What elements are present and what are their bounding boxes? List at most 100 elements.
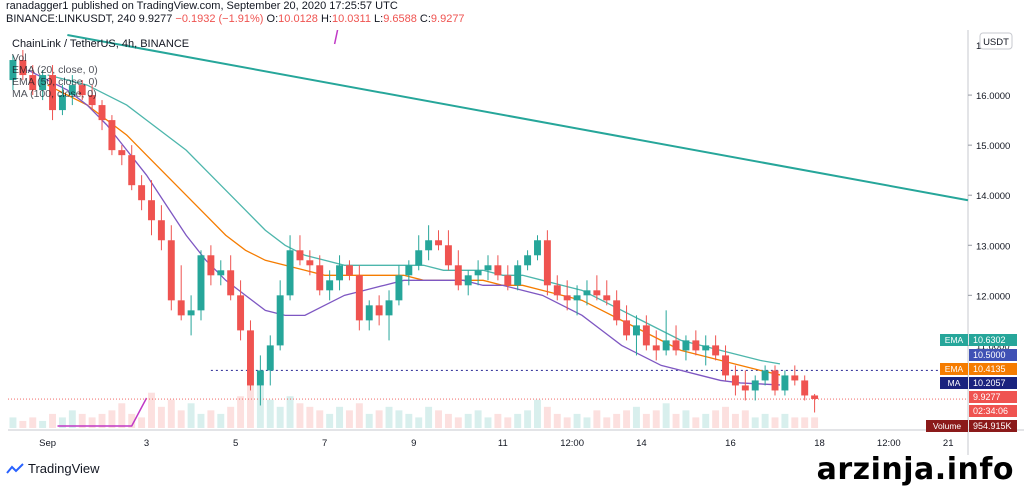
price-tag: Volume 954.915K: [926, 420, 1017, 432]
candle-body: [355, 275, 363, 321]
legend-item: EMA (20, close, 0): [12, 64, 98, 76]
time-tick-label: 9: [411, 438, 416, 449]
candle-body: [444, 245, 452, 266]
candle-body: [811, 395, 819, 399]
volume-bar: [583, 417, 591, 428]
ema20-line: [47, 84, 781, 376]
volume-bar: [425, 406, 433, 428]
volume-bar: [157, 406, 165, 428]
price-tag-label-box: [940, 377, 968, 389]
candle-body: [682, 340, 690, 351]
volume-bar: [108, 410, 116, 428]
price-tag-label: Volume: [933, 421, 962, 431]
symbol-label: BINANCE:LINKUSDT, 240: [6, 13, 136, 25]
time-tick-label: 5: [233, 438, 238, 449]
currency-button[interactable]: USDT: [979, 32, 1013, 50]
time-tick-label: 21: [943, 438, 954, 449]
volume-bar: [187, 403, 195, 428]
volume-bar: [613, 413, 621, 428]
candle-body: [662, 340, 670, 351]
candle-body: [484, 265, 492, 271]
candle-body: [68, 85, 76, 96]
price-chart[interactable]: 1 16.0000 15.0000 14.0000 13.0000 12.0000 11.0…: [0, 30, 1024, 455]
volume-bar: [58, 417, 66, 428]
volume-bar: [504, 417, 512, 428]
volume-bar: [405, 413, 413, 428]
volume-bar: [722, 406, 729, 428]
volume-bar: [78, 413, 86, 428]
candle-body: [345, 265, 353, 276]
candle-body: [474, 270, 482, 276]
price-tag-value-box: [969, 334, 1017, 346]
price-tag: EMA 10.6302: [940, 334, 1017, 346]
candle-body: [652, 345, 660, 351]
candle-body: [326, 280, 334, 291]
price-tag: 10.5000: [969, 349, 1017, 361]
candle-body: [741, 385, 749, 391]
candle-body: [266, 345, 274, 371]
candle-body: [128, 155, 136, 186]
candle-body: [534, 240, 541, 256]
candle-body: [306, 260, 314, 266]
low-value: 9.6588: [383, 13, 417, 25]
candle-body: [227, 270, 235, 296]
volume-bar: [543, 406, 551, 428]
volume-bar: [623, 410, 631, 428]
volume-bar: [98, 413, 106, 428]
candle-body: [138, 185, 146, 201]
ema50-line: [47, 74, 781, 365]
price-change: −0.1932 (−1.91%): [175, 13, 264, 25]
price-tag-value: 10.2057: [973, 378, 1006, 388]
open-value: 10.0128: [278, 13, 318, 25]
candle-body: [642, 325, 650, 346]
candle-body: [563, 295, 571, 301]
volume-bar: [128, 413, 136, 428]
volume-bar: [524, 410, 532, 428]
volume-bar: [652, 410, 660, 428]
volume-bar: [49, 413, 56, 428]
volume-bar: [484, 417, 492, 428]
price-tag: MA 10.2057: [940, 377, 1017, 389]
volume-bar: [593, 410, 601, 428]
candle-body: [108, 120, 116, 151]
volume-bar: [494, 413, 502, 428]
candle-body: [425, 240, 433, 251]
tradingview-logo[interactable]: TradingView: [6, 461, 100, 476]
close-label: C:: [419, 13, 431, 25]
price-tick-label: 13.0000: [976, 241, 1010, 252]
candle-body: [524, 255, 532, 266]
candle-body: [623, 320, 631, 336]
volume-bar: [217, 413, 225, 428]
candle-body: [543, 240, 551, 286]
price-tag-label-box: [940, 363, 968, 375]
volume-ma-line: [57, 397, 148, 427]
candle-body: [692, 340, 700, 351]
plot-background: [8, 30, 968, 450]
candle-body: [494, 265, 502, 276]
price-tag-label: MA: [948, 378, 961, 388]
volume-bar: [266, 399, 274, 428]
candle-body: [603, 295, 611, 301]
candle-body: [49, 75, 56, 111]
volume-bar: [286, 396, 294, 428]
volume-bar: [88, 417, 96, 428]
volume-bar: [256, 385, 264, 428]
price-tick-label: 14.0000: [976, 191, 1010, 202]
candle-body: [9, 60, 17, 81]
volume-bar: [801, 417, 809, 428]
price-tag-value-box: [969, 420, 1017, 432]
footer-bar: TradingView arzinja.info: [0, 452, 1024, 487]
price-tick-label: 1: [976, 41, 981, 52]
candle-body: [385, 300, 393, 316]
candle-body: [167, 240, 175, 301]
candle-body: [712, 345, 720, 356]
volume-bar: [603, 417, 611, 428]
volume-bar: [682, 410, 690, 428]
volume-bar: [138, 417, 146, 428]
volume-bar: [642, 413, 650, 428]
volume-bar: [771, 417, 779, 428]
price-tag-value: 10.5000: [973, 350, 1006, 360]
candle-body: [207, 255, 215, 276]
candle-body: [464, 275, 472, 286]
brand-label: TradingView: [28, 461, 100, 476]
